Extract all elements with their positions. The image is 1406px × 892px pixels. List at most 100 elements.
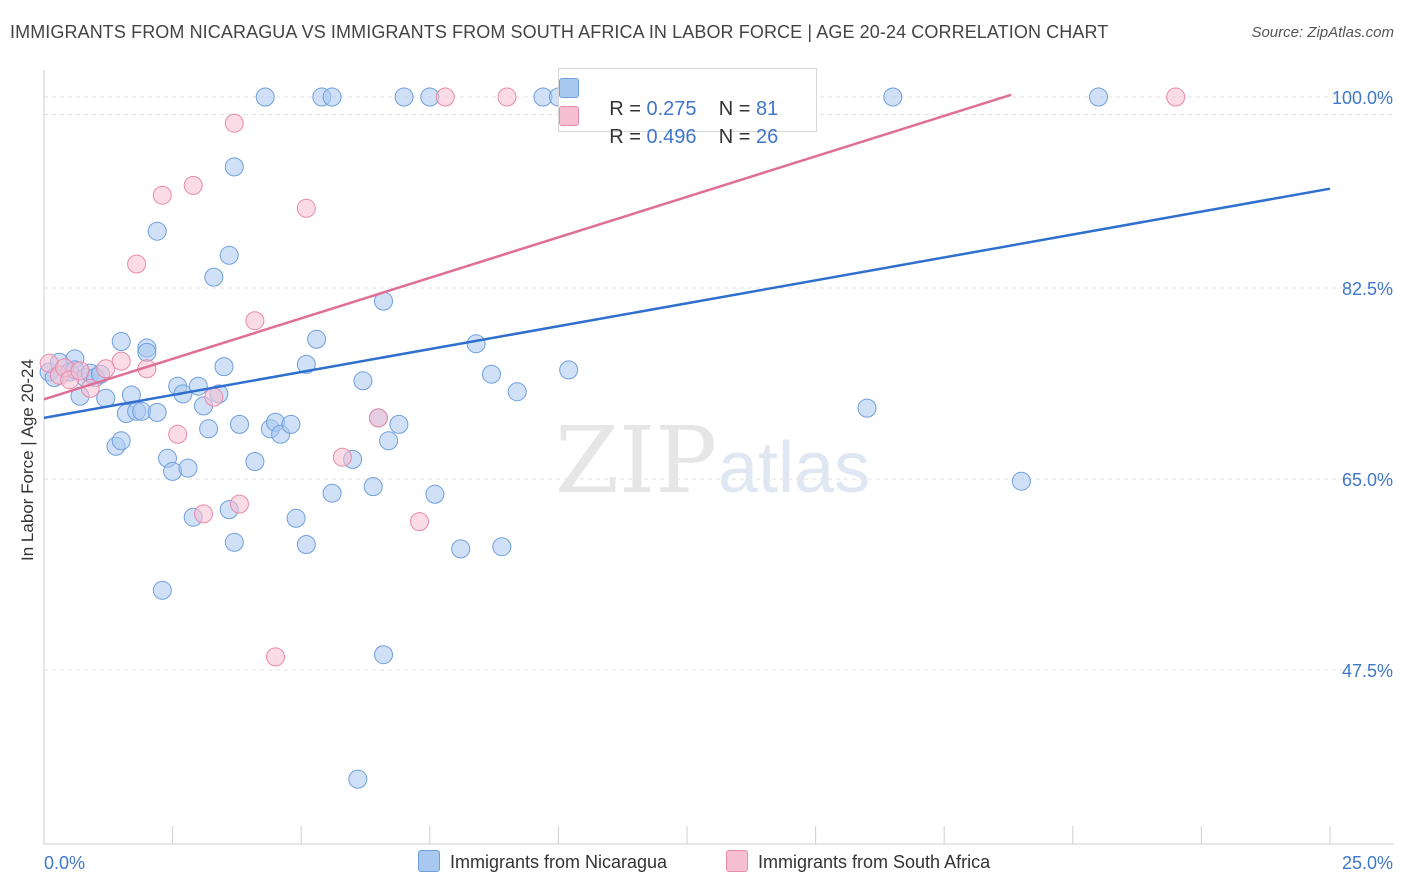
legend-n-label: N = [718, 126, 757, 148]
point-south-africa-12 [183, 175, 203, 195]
point-nicaragua-55 [348, 769, 368, 789]
point-nicaragua-48 [296, 535, 316, 554]
trend-lines [43, 93, 1331, 420]
point-nicaragua-53 [322, 483, 342, 503]
series-swatch-south-africa [726, 850, 748, 872]
point-nicaragua-70 [507, 382, 527, 402]
legend-row-south-africa: R = 0.496 N = 26 [559, 103, 779, 172]
point-nicaragua-49 [296, 354, 316, 374]
point-south-africa-4 [70, 361, 90, 381]
series-label-nicaragua: Immigrants from Nicaragua [450, 852, 668, 872]
point-south-africa-19 [296, 198, 316, 218]
point-nicaragua-15 [111, 332, 131, 351]
point-nicaragua-21 [147, 221, 167, 241]
point-nicaragua-35 [214, 357, 234, 377]
legend-swatch-nicaragua [559, 78, 579, 98]
point-south-africa-20 [332, 447, 352, 467]
legend-r-label: R = [609, 126, 647, 148]
y-axis-label: In Labor Force | Age 20-24 [18, 359, 37, 561]
point-nicaragua-63 [394, 87, 414, 107]
chart-title: IMMIGRANTS FROM NICARAGUA VS IMMIGRANTS … [10, 22, 1109, 42]
legend-n-value-south-africa: 26 [756, 126, 779, 148]
point-nicaragua-78 [883, 87, 903, 107]
series-label-south-africa: Immigrants from South Africa [758, 852, 991, 872]
point-nicaragua-77 [857, 398, 877, 418]
point-nicaragua-65 [425, 484, 445, 504]
point-nicaragua-13 [111, 431, 131, 451]
point-nicaragua-39 [224, 532, 244, 552]
point-nicaragua-61 [379, 431, 399, 451]
point-nicaragua-79 [1011, 471, 1031, 491]
point-south-africa-22 [410, 512, 429, 532]
x-tick-labels: 0.0% 25.0% [44, 853, 1393, 873]
point-nicaragua-56 [353, 371, 373, 391]
point-south-africa-8 [127, 254, 147, 274]
point-nicaragua-33 [204, 267, 224, 287]
trend-line-south-africa [43, 93, 1012, 401]
point-nicaragua-38 [224, 157, 244, 177]
point-nicaragua-68 [482, 364, 501, 384]
y-tick-label-3: 100.0% [1332, 88, 1393, 108]
legend-r-value-south-africa: 0.496 [646, 126, 697, 148]
point-south-africa-10 [152, 185, 172, 205]
point-nicaragua-42 [255, 87, 275, 107]
point-south-africa-16 [230, 494, 249, 514]
point-south-africa-18 [266, 647, 285, 667]
point-south-africa-13 [194, 504, 213, 524]
y-tick-label-1: 65.0% [1342, 470, 1393, 490]
point-nicaragua-36 [219, 245, 239, 265]
trend-line-nicaragua [43, 187, 1331, 420]
point-south-africa-14 [204, 387, 224, 407]
source-label: Source: ZipAtlas.com [1251, 24, 1394, 41]
point-south-africa-11 [168, 424, 188, 444]
watermark-atlas: atlas [718, 428, 870, 508]
point-south-africa-21 [368, 408, 388, 428]
point-nicaragua-22 [147, 402, 167, 422]
legend-row-nicaragua: R = 0.275 N = 81 [559, 75, 779, 144]
point-nicaragua-52 [322, 87, 342, 107]
legend-r-label: R = [609, 98, 647, 120]
point-nicaragua-66 [451, 539, 471, 559]
legend-n-value-nicaragua: 81 [756, 98, 779, 120]
x-tick-label-min: 0.0% [44, 853, 85, 873]
y-tick-label-0: 47.5% [1342, 661, 1393, 681]
point-south-africa-25 [1166, 87, 1186, 107]
point-nicaragua-60 [374, 645, 393, 665]
point-nicaragua-69 [492, 537, 512, 557]
point-nicaragua-40 [230, 414, 249, 434]
point-nicaragua-57 [363, 477, 383, 497]
point-nicaragua-50 [307, 329, 327, 349]
y-tick-labels: 47.5% 65.0% 82.5% 100.0% [1332, 88, 1393, 681]
point-south-africa-17 [245, 311, 265, 331]
legend-n-label: N = [718, 98, 757, 120]
axes [43, 70, 1394, 845]
series-swatch-nicaragua [418, 850, 440, 872]
point-nicaragua-73 [559, 360, 579, 380]
point-nicaragua-62 [389, 414, 409, 434]
point-south-africa-7 [111, 351, 131, 371]
point-nicaragua-28 [178, 458, 198, 478]
series-legend-nicaragua[interactable]: Immigrants from Nicaragua [418, 850, 667, 873]
point-south-africa-15 [224, 113, 244, 133]
point-south-africa-6 [96, 359, 116, 379]
series-legend-south-africa[interactable]: Immigrants from South Africa [726, 850, 990, 873]
point-nicaragua-25 [163, 461, 183, 481]
legend-r-value-nicaragua: 0.275 [646, 98, 697, 120]
point-nicaragua-41 [245, 452, 265, 471]
legend-swatch-south-africa [559, 106, 579, 126]
point-nicaragua-80 [1089, 87, 1108, 107]
point-nicaragua-20 [137, 342, 157, 362]
point-nicaragua-32 [199, 419, 219, 439]
watermark: ZIP atlas [555, 407, 870, 514]
point-south-africa-23 [435, 87, 455, 107]
point-nicaragua-47 [286, 508, 306, 528]
watermark-zip: ZIP [555, 407, 717, 514]
point-nicaragua-23 [152, 580, 172, 600]
point-nicaragua-67 [466, 334, 486, 354]
point-nicaragua-46 [281, 414, 301, 434]
correlation-legend: R = 0.275 N = 81 R = 0.496 N = 26 [558, 68, 817, 148]
point-south-africa-24 [497, 87, 517, 107]
grid-lines [44, 96, 1394, 671]
x-tick-label-max: 25.0% [1342, 853, 1393, 873]
